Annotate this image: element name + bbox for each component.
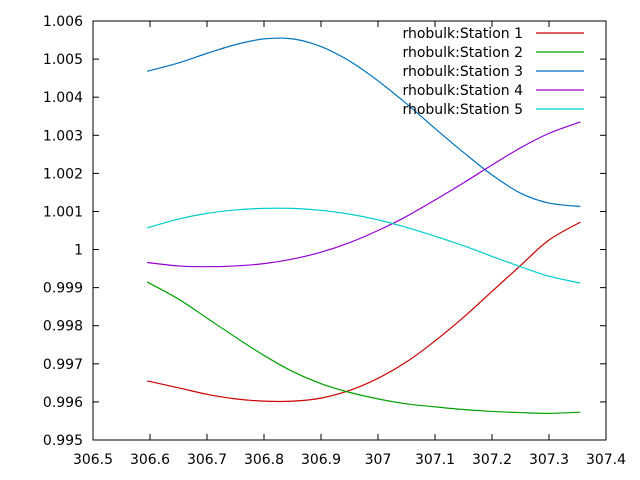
y-tick-label: 1.002: [43, 166, 83, 182]
legend-label-station-2: rhobulk:Station 2: [402, 45, 523, 61]
y-tick-label: 1: [74, 243, 83, 259]
y-tick-label: 0.998: [43, 319, 83, 335]
series-line-station-2: [146, 281, 581, 414]
legend-label-station-4: rhobulk:Station 4: [402, 83, 523, 99]
x-tick-label: 306.8: [244, 452, 284, 468]
legend-label-station-3: rhobulk:Station 3: [402, 64, 523, 80]
y-tick-label: 1.003: [43, 128, 83, 144]
series-line-station-3: [146, 37, 581, 208]
legend: rhobulk:Station 1 rhobulk:Station 2 rhobul…: [402, 26, 584, 118]
y-axis: 0.995 0.996 0.997 0.998 0.999 1 1.001 1.002 1.00…: [43, 14, 606, 449]
x-tick-label: 307.3: [529, 452, 569, 468]
y-tick-label: 0.995: [43, 433, 83, 449]
legend-label-station-5: rhobulk:Station 5: [402, 102, 523, 118]
x-tick-label: 307.4: [586, 452, 626, 468]
y-tick-label: 1.005: [43, 52, 83, 68]
x-tick-label: 306.5: [73, 452, 113, 468]
x-axis: 306.5 306.6 306.7 306.8 306.9 307 307.1 307.2 30…: [73, 21, 626, 468]
plot-border: [92, 20, 607, 441]
y-tick-label: 0.997: [43, 357, 83, 373]
x-tick-label: 307.1: [415, 452, 455, 468]
series-line-station-5: [146, 207, 581, 284]
x-tick-label: 307: [365, 452, 392, 468]
x-tick-label: 306.7: [187, 452, 227, 468]
y-tick-label: 1.001: [43, 204, 83, 220]
y-tick-label: 1.006: [43, 14, 83, 30]
y-tick-label: 1.004: [43, 90, 83, 106]
y-tick-label: 0.996: [43, 395, 83, 411]
legend-label-station-1: rhobulk:Station 1: [402, 26, 523, 42]
series-lines: [146, 37, 581, 414]
x-tick-label: 307.2: [472, 452, 512, 468]
series-line-station-4: [147, 121, 581, 268]
series-line-station-1: [147, 221, 581, 403]
x-tick-label: 306.6: [130, 452, 170, 468]
plot-frame: [92, 20, 607, 441]
x-tick-label: 306.9: [301, 452, 341, 468]
y-tick-label: 0.999: [43, 281, 83, 297]
